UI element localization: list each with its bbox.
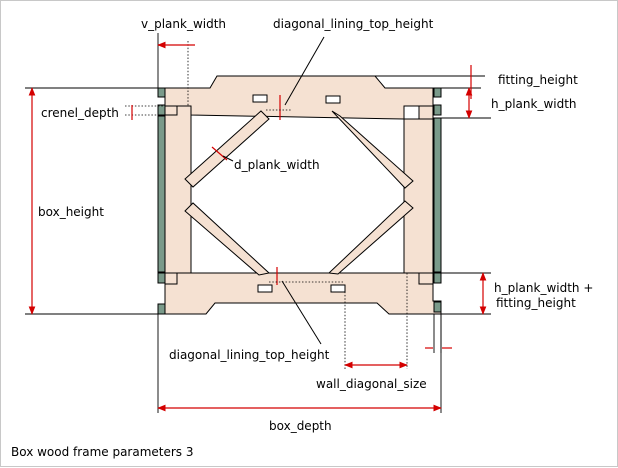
slot-bottom-right bbox=[330, 284, 346, 293]
diagonal-plank-bottom-right bbox=[327, 200, 414, 275]
label-fitting-height: fitting_height bbox=[498, 73, 578, 87]
left-v-plank bbox=[164, 105, 192, 285]
slot-top-right bbox=[325, 95, 341, 104]
block-right-1 bbox=[433, 87, 442, 98]
frame-drawing bbox=[157, 75, 442, 315]
label-diagonal-lining-top-height-bottom: diagonal_lining_top_height bbox=[169, 348, 330, 362]
slot-top-left bbox=[252, 94, 268, 103]
left-lining-plank bbox=[157, 115, 166, 273]
top-h-plank bbox=[164, 75, 434, 120]
crenel-notch-top-right bbox=[418, 105, 434, 120]
dimensions bbox=[25, 33, 491, 413]
d-plank-width-dim bbox=[211, 146, 228, 161]
slot-bottom-left bbox=[257, 284, 273, 293]
diagram-caption: Box wood frame parameters 3 bbox=[11, 445, 194, 459]
label-v-plank-width: v_plank_width bbox=[141, 17, 226, 31]
block-right-4 bbox=[433, 301, 442, 313]
block-left-3 bbox=[157, 272, 166, 284]
label-box-depth: box_depth bbox=[269, 419, 332, 433]
diagonal-plank-top-right bbox=[331, 110, 414, 189]
label-wall-diagonal-size: wall_diagonal_size bbox=[316, 377, 427, 391]
block-right-3 bbox=[433, 272, 442, 284]
block-right-2 bbox=[433, 104, 442, 116]
label-crenel-depth: crenel_depth bbox=[41, 106, 119, 120]
crenel-notch-top-left bbox=[164, 105, 178, 116]
block-left-4 bbox=[157, 303, 166, 315]
crenel-notch-bottom-left bbox=[164, 272, 178, 285]
label-box-height: box_height bbox=[38, 205, 104, 219]
label-h-plank-fitting-line2: fitting_height bbox=[496, 296, 576, 310]
block-left-2 bbox=[157, 104, 166, 116]
labels: v_plank_width diagonal_lining_top_height… bbox=[11, 17, 593, 459]
diagonal-plank-top-left bbox=[184, 110, 270, 188]
diagonal-plank-bottom-left bbox=[184, 202, 271, 276]
label-diagonal-lining-top-height-top: diagonal_lining_top_height bbox=[273, 17, 434, 31]
label-h-plank-width: h_plank_width bbox=[491, 97, 577, 111]
label-h-plank-fitting-line1: h_plank_width + bbox=[494, 281, 593, 295]
block-left-1 bbox=[157, 87, 166, 98]
bottom-h-plank bbox=[164, 272, 442, 315]
crenel-notch-bottom-right bbox=[418, 272, 434, 285]
label-d-plank-width: d_plank_width bbox=[234, 158, 320, 172]
right-v-plank bbox=[403, 118, 434, 274]
right-lining-plank bbox=[433, 117, 442, 273]
